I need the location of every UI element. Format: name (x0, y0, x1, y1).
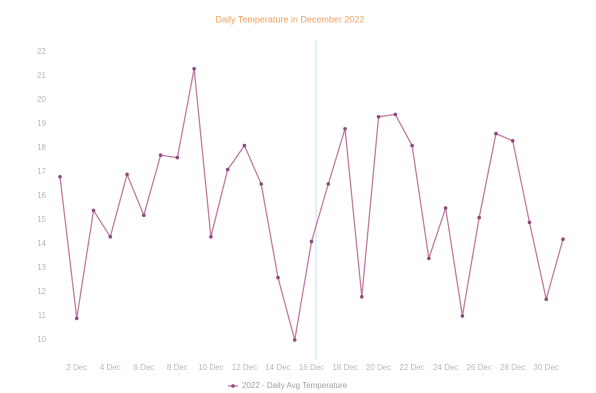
y-tick-label: 19 (37, 119, 46, 128)
data-point (125, 172, 129, 177)
y-tick-label: 10 (37, 335, 46, 344)
data-point (276, 275, 280, 280)
data-point (494, 131, 498, 136)
x-tick-label: 6 Dec (133, 363, 154, 372)
y-tick-label: 16 (37, 191, 46, 200)
data-point (393, 112, 398, 117)
data-point (209, 235, 213, 239)
data-point (292, 338, 297, 342)
x-tick-label: 26 Dec (466, 363, 491, 372)
series-line (59, 68, 564, 341)
data-point (142, 213, 146, 217)
y-tick-label: 22 (37, 47, 46, 56)
x-tick-label: 14 Dec (265, 363, 290, 372)
data-point (309, 239, 314, 244)
data-point (326, 182, 331, 186)
x-tick-label: 20 Dec (366, 363, 391, 372)
x-tick-label: 10 Dec (198, 363, 223, 372)
data-point (527, 220, 532, 225)
y-tick-label: 20 (37, 95, 46, 104)
x-tick-label: 8 Dec (167, 363, 188, 372)
data-point (360, 295, 364, 299)
data-point (510, 139, 515, 143)
data-point (259, 182, 264, 186)
data-point (460, 314, 465, 318)
x-tick-label: 2 Dec (66, 363, 87, 372)
data-point (91, 208, 96, 213)
data-point (544, 297, 549, 302)
x-tick-label: 12 Dec (232, 363, 257, 372)
data-point (108, 235, 113, 239)
y-tick-label: 12 (37, 287, 46, 296)
legend-marker (231, 384, 235, 388)
data-point (74, 316, 79, 321)
data-point (242, 143, 247, 148)
data-point (376, 115, 381, 119)
x-tick-label: 18 Dec (332, 363, 357, 372)
data-point (192, 67, 196, 71)
x-tick-label: 4 Dec (100, 363, 121, 372)
data-point (225, 167, 230, 172)
data-point (343, 127, 347, 131)
y-tick-label: 13 (37, 263, 46, 272)
y-tick-label: 14 (37, 239, 46, 248)
y-tick-label: 15 (37, 215, 46, 224)
data-point (561, 237, 565, 241)
y-tick-label: 17 (37, 167, 46, 176)
data-point (175, 155, 180, 160)
data-point (158, 153, 163, 157)
y-tick-label: 11 (38, 311, 47, 320)
x-tick-label: 30 Dec (534, 363, 559, 372)
data-point (410, 143, 414, 148)
x-tick-label: 28 Dec (500, 363, 525, 372)
x-tick-label: 24 Dec (433, 363, 458, 372)
data-point (427, 256, 431, 261)
y-tick-label: 21 (37, 71, 46, 80)
x-tick-label: 22 Dec (399, 363, 424, 372)
chart-title: Daily Temperature in December 2022 (216, 14, 365, 24)
x-tick-label: 16 Dec (299, 363, 324, 372)
y-tick-label: 18 (37, 143, 46, 152)
data-point (58, 175, 62, 179)
data-point (477, 215, 481, 220)
legend-text: 2022 - Daily Avg Temperature (242, 381, 348, 390)
data-point (443, 206, 448, 210)
